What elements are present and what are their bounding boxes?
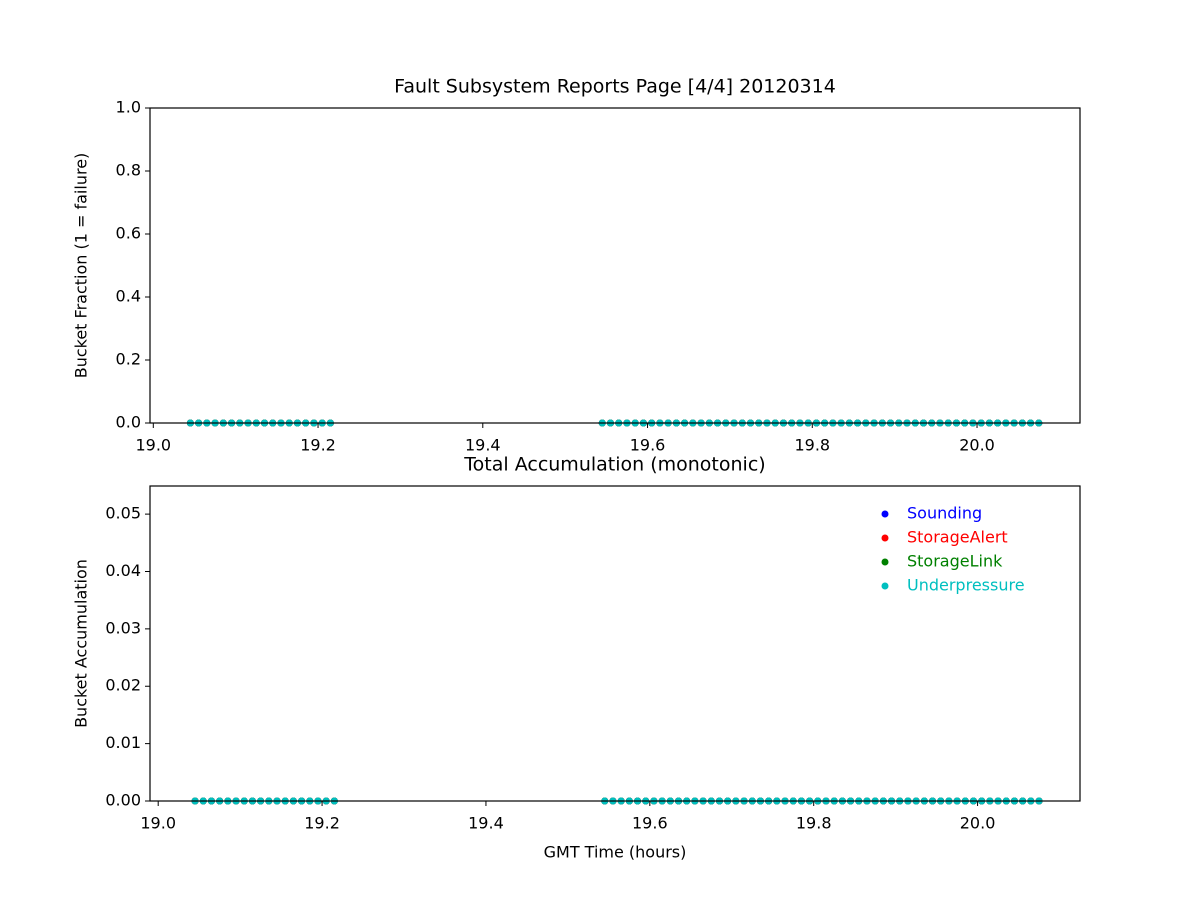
x-tick-label: 19.6 bbox=[632, 814, 668, 833]
y-tick-label: 1.0 bbox=[116, 98, 141, 117]
y-tick-label: 0.2 bbox=[116, 350, 141, 369]
y-tick-label: 0.05 bbox=[105, 504, 141, 523]
legend-marker bbox=[881, 558, 889, 566]
y-tick-label: 0.02 bbox=[105, 676, 141, 695]
y-tick-label: 0.03 bbox=[105, 618, 141, 637]
legend-marker bbox=[881, 582, 889, 590]
plot-frame bbox=[149, 107, 1081, 424]
y-tick-label: 0.01 bbox=[105, 733, 141, 752]
plot-frame bbox=[149, 485, 1081, 802]
x-tick-label: 19.0 bbox=[140, 814, 176, 833]
x-tick-label: 19.2 bbox=[300, 436, 336, 455]
chart-title: Total Accumulation (monotonic) bbox=[463, 454, 765, 476]
y-tick-label: 0.0 bbox=[116, 413, 141, 432]
legend-label: Underpressure bbox=[907, 576, 1025, 595]
x-tick-label: 19.6 bbox=[630, 436, 666, 455]
x-tick-label: 20.0 bbox=[959, 436, 995, 455]
y-tick-label: 0.6 bbox=[116, 224, 141, 243]
y-tick-label: 0.04 bbox=[105, 561, 141, 580]
legend-label: Sounding bbox=[907, 504, 982, 523]
y-axis-label: Bucket Accumulation bbox=[72, 559, 91, 728]
legend-label: StorageAlert bbox=[907, 528, 1008, 547]
y-tick-label: 0.8 bbox=[116, 161, 141, 180]
y-axis-label: Bucket Fraction (1 = failure) bbox=[72, 153, 91, 379]
chart-title: Fault Subsystem Reports Page [4/4] 20120… bbox=[394, 76, 836, 98]
x-tick-label: 19.8 bbox=[796, 814, 832, 833]
x-tick-label: 19.0 bbox=[135, 436, 171, 455]
x-tick-label: 20.0 bbox=[960, 814, 996, 833]
legend-marker bbox=[881, 510, 889, 518]
x-axis-label: GMT Time (hours) bbox=[544, 843, 687, 862]
legend-marker bbox=[881, 534, 889, 542]
x-tick-label: 19.4 bbox=[468, 814, 504, 833]
x-tick-label: 19.2 bbox=[304, 814, 340, 833]
x-tick-label: 19.8 bbox=[794, 436, 830, 455]
x-tick-label: 19.4 bbox=[465, 436, 501, 455]
legend-label: StorageLink bbox=[907, 552, 1003, 571]
y-tick-label: 0.00 bbox=[105, 791, 141, 810]
y-tick-label: 0.4 bbox=[116, 287, 141, 306]
